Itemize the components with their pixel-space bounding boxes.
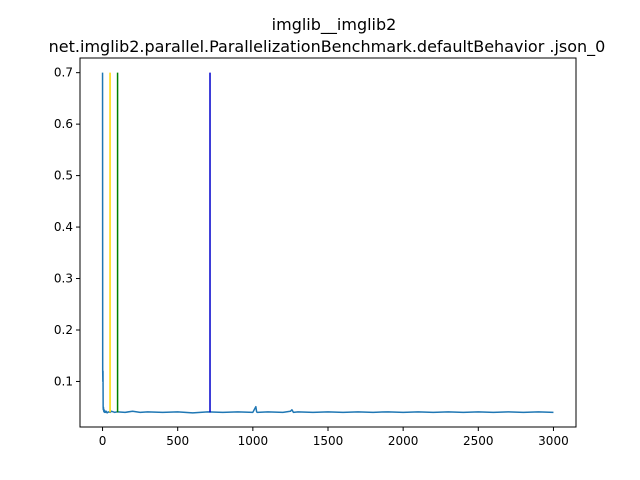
y-tick-label-2: 0.3: [54, 272, 73, 286]
chart-title: imglib__imglib2: [272, 15, 397, 35]
x-tick-label-3: 1500: [313, 434, 344, 448]
chart-subtitle: net.imglib2.parallel.ParallelizationBenc…: [49, 37, 606, 57]
x-tick-label-6: 3000: [538, 434, 569, 448]
y-tick-label-5: 0.6: [54, 117, 73, 131]
x-tick-label-5: 2500: [463, 434, 494, 448]
plot-frame: [79, 57, 577, 428]
y-tick-label-3: 0.4: [54, 220, 73, 234]
plot-area: [101, 72, 554, 414]
x-tick-label-0: 0: [99, 434, 107, 448]
x-tick-label-4: 2000: [388, 434, 419, 448]
y-tick-label-4: 0.5: [54, 169, 73, 183]
y-tick-label-6: 0.7: [54, 66, 73, 80]
y-tick-label-0: 0.1: [54, 374, 73, 388]
y-tick-label-1: 0.2: [54, 323, 73, 337]
series-line-0: [101, 72, 554, 414]
axes: 0 500 1000 1500 2000 2500 3000 0.1 0.2 0.3 0.4 0.5 0…: [54, 66, 569, 448]
x-tick-label-2: 1000: [238, 434, 269, 448]
x-tick-label-1: 500: [166, 434, 189, 448]
